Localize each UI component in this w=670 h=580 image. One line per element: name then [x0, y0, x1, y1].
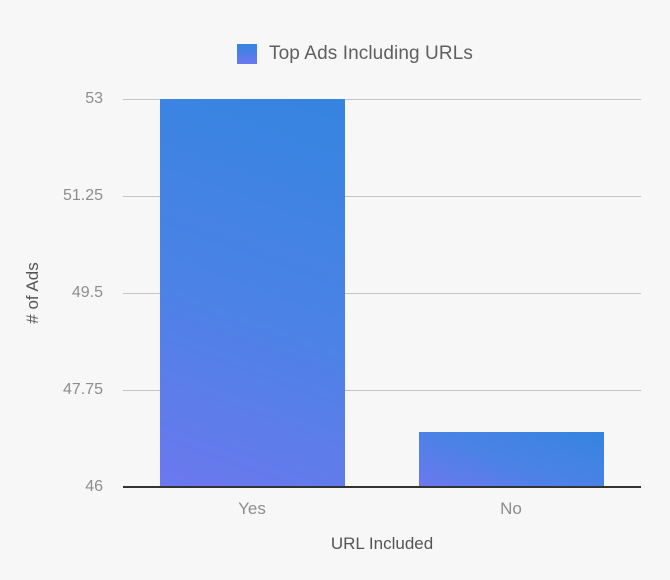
y-tick-label: 49.5	[71, 284, 103, 301]
legend-swatch	[237, 44, 258, 64]
x-tick-label-yes: Yes	[238, 499, 266, 518]
y-tick-label: 46	[85, 478, 103, 495]
gridline	[123, 293, 641, 294]
gridline	[123, 196, 641, 197]
y-tick-label: 53	[85, 90, 103, 107]
plot-area	[123, 99, 641, 488]
x-tick-label-no: No	[500, 499, 522, 518]
gridline	[123, 390, 641, 391]
bar-no[interactable]	[419, 432, 604, 487]
legend-label: Top Ads Including URLs	[269, 43, 473, 64]
x-axis-title: URL Included	[330, 534, 434, 553]
y-tick-label: 51.25	[62, 187, 103, 204]
bar-yes[interactable]	[160, 99, 345, 487]
x-axis-line	[123, 486, 641, 488]
y-axis-title: # of Ads	[23, 262, 42, 324]
gridline	[123, 99, 641, 100]
y-tick-label: 47.75	[62, 381, 103, 398]
legend[interactable]: Top Ads Including URLs	[20, 41, 670, 67]
